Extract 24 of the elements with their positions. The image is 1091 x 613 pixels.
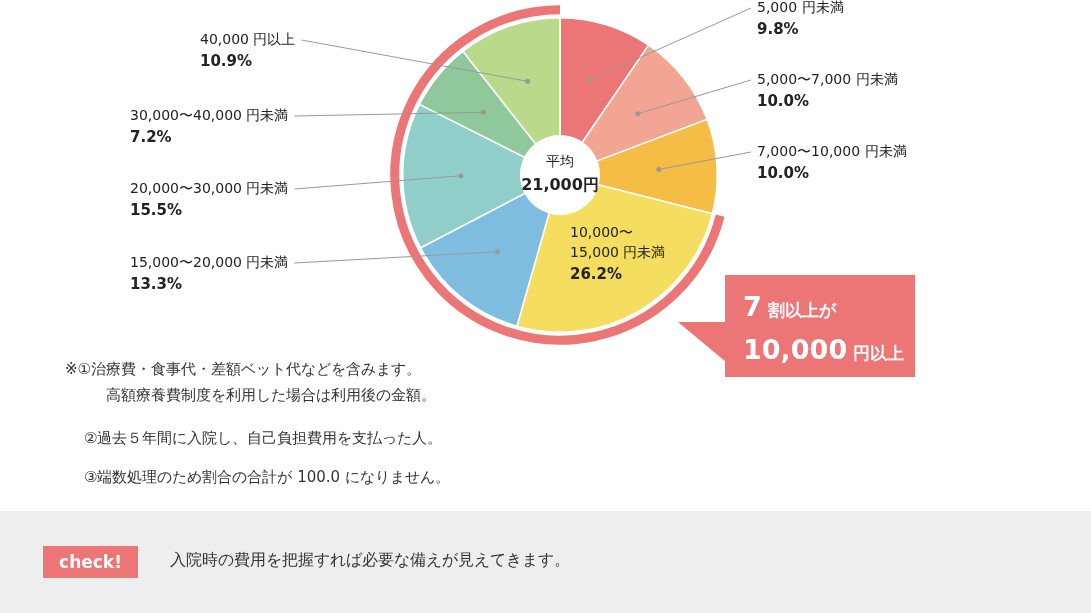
data-label: 15.5% (130, 200, 183, 219)
slice-label: 40,000 円以上 (200, 30, 296, 47)
slice-label: 15,000〜20,000 円未満 (130, 253, 289, 270)
data-label: 10.0% (757, 163, 810, 182)
data-label: 9.8% (757, 19, 799, 38)
text: ③端数処理のため割合の合計が 100.0 になりません。 (84, 467, 450, 488)
slice-label: 10,000〜15,000 円未満 (570, 223, 666, 260)
slice-label: 30,000〜40,000 円未満 (130, 106, 289, 123)
text: 7 割以上が 10,000 円以上 (725, 275, 915, 377)
data-label: 10.9% (200, 51, 253, 70)
data-label: 7.2% (130, 127, 172, 146)
data-label: 26.2% (570, 264, 623, 283)
slice-label: 7,000〜10,000 円未満 (757, 142, 907, 159)
text: ※①治療費・食事代・差額ベット代などを含みます。 (65, 359, 422, 380)
text: 平均 21,000円 (521, 152, 599, 195)
slice-label: 5,000 円未満 (757, 0, 844, 15)
data-label: 10.0% (757, 91, 810, 110)
text: 入院時の費用を把握すれば必要な備えが見えてきます。 (170, 550, 570, 571)
data-label: 13.3% (130, 274, 183, 293)
text: ②過去５年間に入院し、自己負担費用を支払った人。 (84, 428, 443, 449)
text: check! (43, 546, 138, 578)
slice-label: 5,000〜7,000 円未満 (757, 70, 898, 87)
slice-label: 20,000〜30,000 円未満 (130, 179, 289, 196)
text: 高額療養費制度を利用した場合は利用後の金額。 (106, 385, 436, 406)
